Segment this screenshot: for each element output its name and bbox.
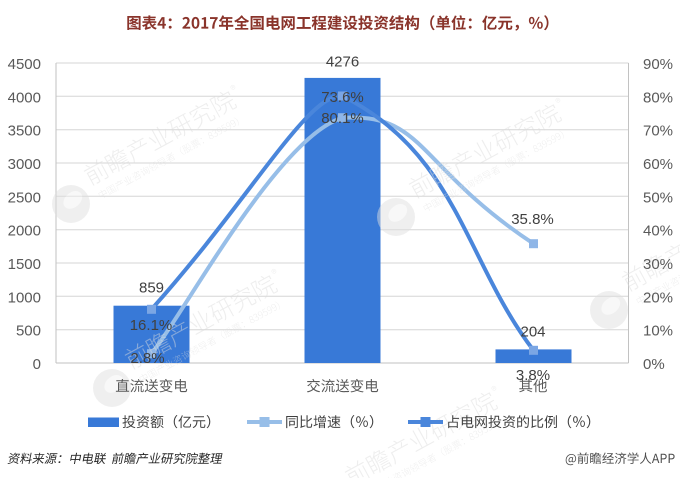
svg-text:35.8%: 35.8%: [511, 211, 554, 228]
svg-text:3.8%: 3.8%: [516, 367, 550, 384]
svg-text:80.1%: 80.1%: [321, 110, 364, 127]
svg-text:50%: 50%: [643, 189, 673, 206]
svg-text:73.6%: 73.6%: [321, 89, 364, 106]
svg-text:3000: 3000: [8, 156, 41, 173]
svg-text:16.1%: 16.1%: [130, 317, 173, 334]
svg-text:80%: 80%: [643, 89, 673, 106]
svg-text:500: 500: [16, 323, 41, 340]
svg-text:0%: 0%: [643, 356, 665, 373]
svg-text:4500: 4500: [8, 56, 41, 73]
svg-text:4276: 4276: [326, 53, 359, 70]
svg-text:3500: 3500: [8, 123, 41, 140]
svg-text:30%: 30%: [643, 256, 673, 273]
svg-text:70%: 70%: [643, 123, 673, 140]
svg-text:1000: 1000: [8, 289, 41, 306]
svg-text:60%: 60%: [643, 156, 673, 173]
svg-text:2000: 2000: [8, 223, 41, 240]
svg-text:204: 204: [520, 323, 545, 340]
svg-text:40%: 40%: [643, 223, 673, 240]
svg-text:1500: 1500: [8, 256, 41, 273]
svg-text:2.8%: 2.8%: [130, 350, 164, 367]
svg-text:90%: 90%: [643, 56, 673, 73]
svg-text:4000: 4000: [8, 89, 41, 106]
svg-text:859: 859: [139, 279, 164, 296]
svg-text:10%: 10%: [643, 323, 673, 340]
svg-text:2500: 2500: [8, 189, 41, 206]
svg-text:20%: 20%: [643, 289, 673, 306]
svg-text:0: 0: [33, 356, 41, 373]
